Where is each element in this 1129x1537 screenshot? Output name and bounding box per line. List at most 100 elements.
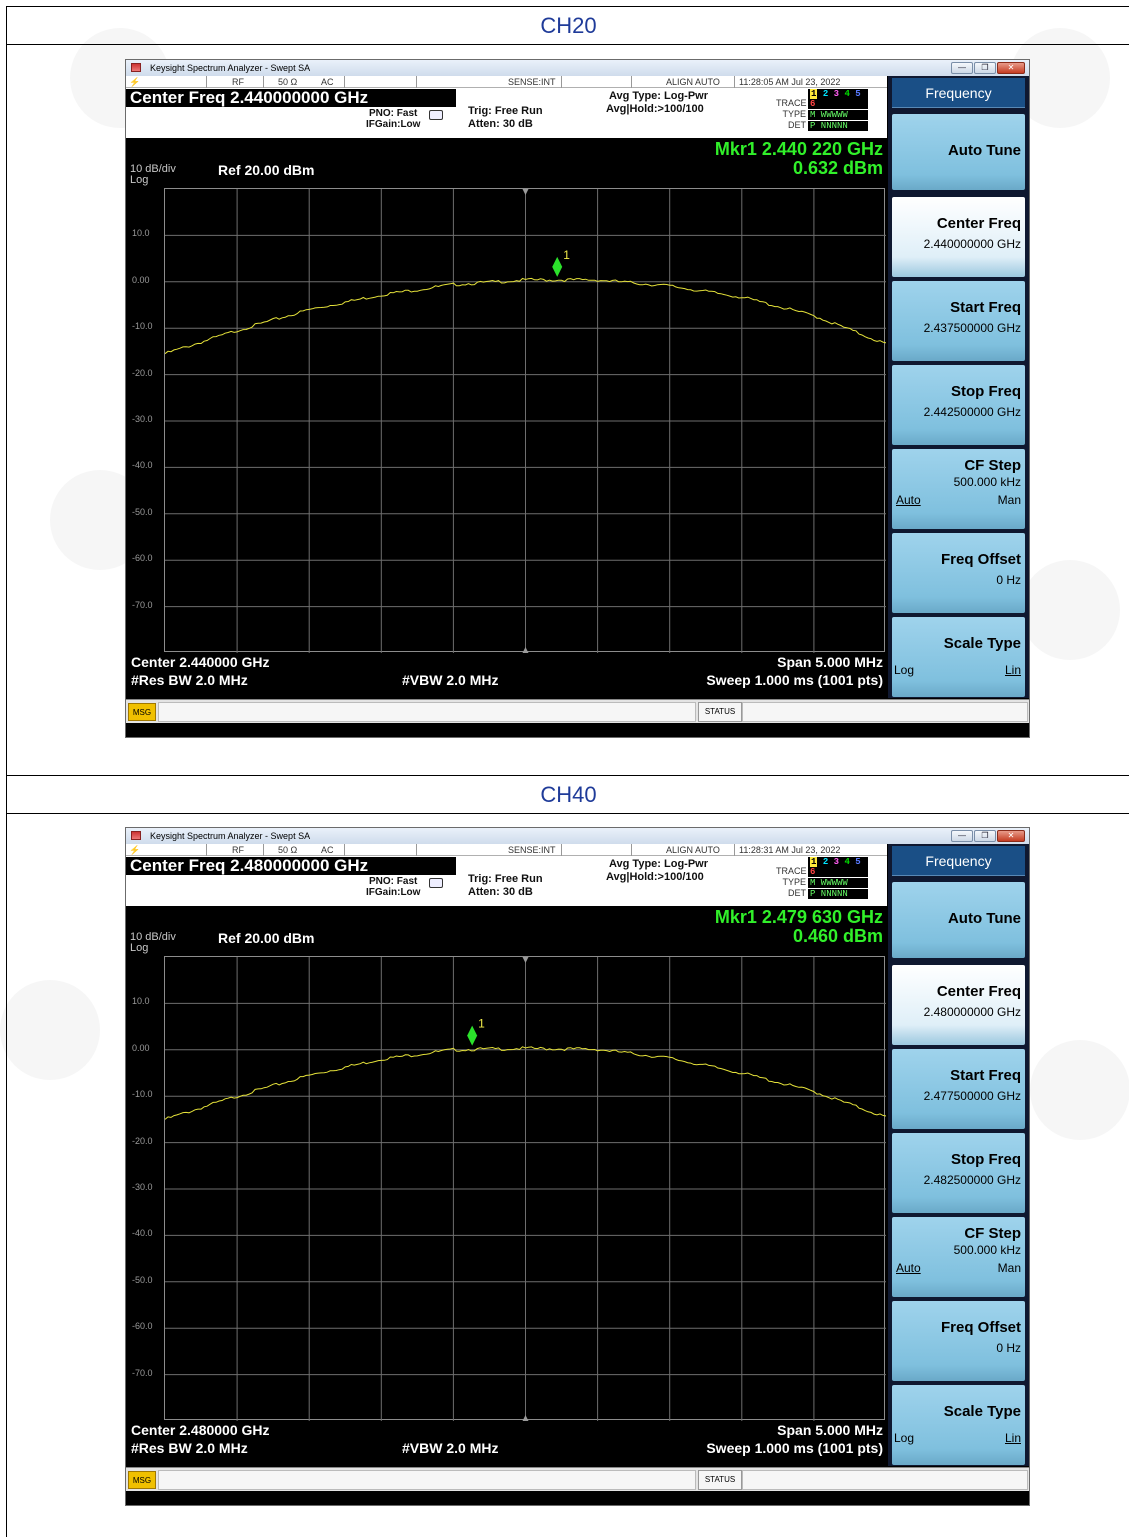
freq-offset-value: 0 Hz (996, 573, 1021, 587)
trig-label: Trig: Free Run (468, 873, 543, 885)
center-freq-title[interactable]: Center Freq 2.440000000 GHz (126, 89, 456, 107)
center-freq-title[interactable]: Center Freq 2.480000000 GHz (126, 857, 456, 875)
freq-offset-button[interactable]: Freq Offset 0 Hz (892, 533, 1025, 613)
ifgain-label: IFGain:Low (366, 119, 421, 130)
scale-type-log: Log (894, 663, 915, 677)
span-text: Span 5.000 MHz (777, 654, 883, 670)
cf-step-button[interactable]: CF Step 500.000 kHz Auto Man (892, 1217, 1025, 1297)
center-freq-value: 2.440000000 GHz (923, 237, 1021, 251)
scale-type-button[interactable]: Scale Type Log Lin (892, 617, 1025, 697)
trace-3: 3 (833, 857, 840, 867)
center-freq-button[interactable]: Center Freq 2.480000000 GHz (892, 965, 1025, 1045)
center-tick-icon (522, 189, 529, 195)
freq-offset-value: 0 Hz (996, 1341, 1021, 1355)
type-label: TYPE (782, 877, 806, 887)
start-freq-button[interactable]: Start Freq 2.477500000 GHz (892, 1049, 1025, 1129)
impedance-label: 50 Ω (278, 845, 298, 855)
cf-step-value: 500.000 kHz (953, 1243, 1021, 1257)
center-tick-icon (522, 957, 529, 963)
minimize-icon[interactable]: — (951, 830, 973, 842)
stop-freq-button[interactable]: Stop Freq 2.482500000 GHz (892, 1133, 1025, 1213)
pno-label: PNO: Fast (369, 876, 418, 887)
watermark-logo (1030, 1040, 1129, 1140)
status-field (742, 1470, 1028, 1490)
auto-tune-button[interactable]: Auto Tune (892, 114, 1025, 190)
y-tick-label: -20.0 (132, 367, 153, 378)
start-freq-button[interactable]: Start Freq 2.437500000 GHz (892, 281, 1025, 361)
status-row: ⚡ RF 50 Ω AC SENSE:INT ALIGN AUTO 11:28:… (126, 844, 887, 856)
y-tick-label: -60.0 (132, 553, 153, 564)
stop-freq-label: Stop Freq (951, 383, 1021, 400)
msg-indicator[interactable]: MSG (128, 1471, 156, 1489)
restore-icon[interactable]: ❐ (974, 830, 996, 842)
center-freq-label: Center Freq (936, 983, 1021, 1000)
auto-tune-button[interactable]: Auto Tune (892, 882, 1025, 958)
trace-3: 3 (833, 89, 840, 99)
screen-label: CH20 (7, 7, 1129, 45)
scale-type-lin: Lin (1004, 663, 1021, 677)
y-tick-label: -10.0 (132, 1089, 153, 1100)
trace-label: TRACE (776, 98, 807, 108)
span-text: Span 5.000 MHz (777, 1422, 883, 1438)
avg-hold-label: Avg|Hold:>100/100 (606, 103, 704, 115)
window-titlebar: Keysight Spectrum Analyzer - Swept SA — … (126, 828, 1029, 844)
softkey-panel: Frequency Auto Tune Center Freq 2.480000… (888, 844, 1029, 1466)
stop-freq-button[interactable]: Stop Freq 2.442500000 GHz (892, 365, 1025, 445)
window-title: Keysight Spectrum Analyzer - Swept SA (150, 63, 311, 73)
center-freq-button[interactable]: Center Freq 2.440000000 GHz (892, 197, 1025, 277)
trigger-icon (429, 110, 443, 120)
divider (206, 76, 207, 88)
stop-freq-value: 2.482500000 GHz (923, 1173, 1021, 1187)
scale-log: Log (130, 942, 149, 954)
restore-icon[interactable]: ❐ (974, 62, 996, 74)
status-label[interactable]: STATUS (698, 1470, 742, 1490)
softkey-panel: Frequency Auto Tune Center Freq 2.440000… (888, 76, 1029, 698)
center-tick-icon (522, 1415, 529, 1421)
status-label[interactable]: STATUS (698, 702, 742, 722)
ifgain-label: IFGain:Low (366, 887, 421, 898)
sense-label: SENSE:INT (508, 845, 556, 855)
watermark-logo (1020, 560, 1120, 660)
scale-type-button[interactable]: Scale Type Log Lin (892, 1385, 1025, 1465)
y-tick-label: -50.0 (132, 1274, 153, 1285)
window-controls: — ❐ ✕ (951, 830, 1025, 842)
spectrum-trace-svg: 1 (165, 957, 886, 1421)
close-icon[interactable]: ✕ (997, 830, 1025, 842)
freq-offset-label: Freq Offset (940, 551, 1021, 568)
spectrum-plot[interactable]: 1 (164, 956, 886, 1421)
report-table: CH20 CH40 (6, 6, 1129, 1537)
minimize-icon[interactable]: — (951, 62, 973, 74)
y-tick-label: -40.0 (132, 460, 153, 471)
marker-level: 0.632 dBm (792, 158, 883, 178)
type-value: M WWWWW (808, 110, 868, 120)
avg-hold-label: Avg|Hold:>100/100 (606, 871, 704, 883)
cf-step-button[interactable]: CF Step 500.000 kHz Auto Man (892, 449, 1025, 529)
marker-readout: Mkr1 2.479 630 GHz 0.460 dBm (715, 908, 883, 946)
bottom-info: Center 2.440000 GHz Span 5.000 MHz #Res … (126, 652, 886, 698)
align-label: ALIGN AUTO (666, 845, 720, 855)
res-bw: #Res BW 2.0 MHz (131, 672, 248, 688)
trace-label: TRACE (776, 866, 807, 876)
start-freq-value: 2.437500000 GHz (923, 321, 1021, 335)
window-title: Keysight Spectrum Analyzer - Swept SA (150, 831, 311, 841)
datetime-label: 11:28:31 AM Jul 23, 2022 (739, 845, 841, 855)
lxi-icon: ⚡ (129, 845, 141, 855)
spectrum-plot[interactable]: 1 (164, 188, 886, 653)
message-field (158, 702, 696, 722)
freq-offset-button[interactable]: Freq Offset 0 Hz (892, 1301, 1025, 1381)
scale-div: 10 dB/div (130, 163, 176, 175)
det-value: P NNNNN (808, 889, 868, 899)
y-tick-label: -70.0 (132, 1367, 153, 1378)
watermark-logo (0, 980, 100, 1080)
y-tick-label: -30.0 (132, 1182, 153, 1192)
window-titlebar: Keysight Spectrum Analyzer - Swept SA — … (126, 60, 1029, 76)
trigger-icon (429, 878, 443, 888)
close-icon[interactable]: ✕ (997, 62, 1025, 74)
scale-type-lin: Lin (1004, 1431, 1021, 1445)
marker-readout: Mkr1 2.440 220 GHz 0.632 dBm (715, 140, 883, 178)
center-freq-label: Center Freq (936, 215, 1021, 232)
msg-indicator[interactable]: MSG (128, 703, 156, 721)
avg-type-label: Avg Type: Log-Pwr (609, 858, 708, 870)
impedance-label: 50 Ω (278, 77, 298, 87)
trace-1: 1 (810, 89, 818, 99)
